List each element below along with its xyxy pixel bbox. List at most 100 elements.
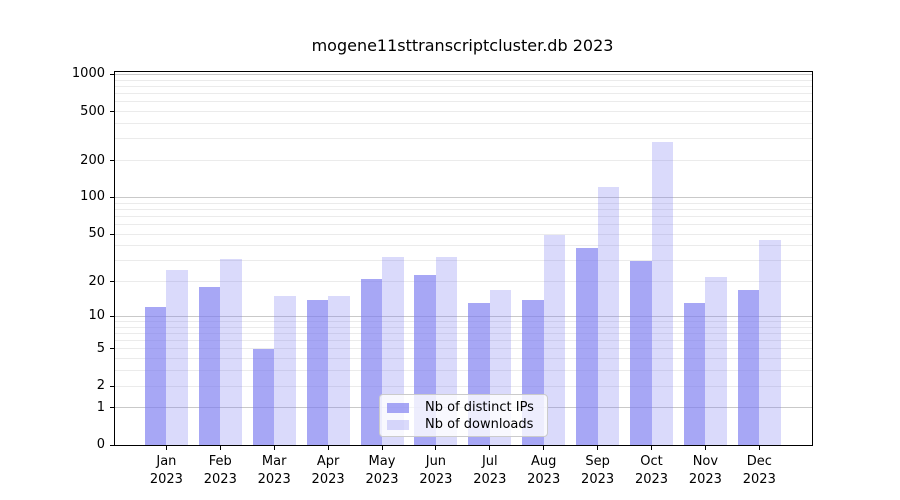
bar-downloads-nov [705, 276, 727, 445]
gridline-minor [115, 233, 812, 235]
y-tick-mark [110, 444, 115, 446]
x-tick-mark [219, 445, 221, 450]
gridline-major [115, 315, 812, 317]
x-tick-mark [704, 445, 706, 450]
legend-swatch-downloads [387, 419, 409, 430]
x-tick-label: Mar 2023 [257, 454, 291, 487]
y-tick-mark [110, 73, 115, 75]
x-tick-label: May 2023 [365, 454, 399, 487]
plot-area: Dec 2023 Nov 2023 Oct 2023 Sep 2023 Aug 2023… [72, 66, 813, 487]
gridline-minor [115, 326, 812, 328]
gridline-minor [115, 202, 812, 204]
gridline-minor [115, 138, 812, 140]
x-tick-mark [489, 445, 491, 450]
gridline-minor [115, 260, 812, 262]
x-tick-mark [758, 445, 760, 450]
bar-downloads-apr [328, 296, 350, 445]
y-tick-label: 10 [88, 308, 105, 324]
y-tick-label: 1 [96, 399, 105, 415]
x-tick-label: Jun 2023 [419, 454, 453, 487]
gridline-minor [115, 111, 812, 113]
gridline-minor [115, 215, 812, 217]
x-tick-mark [543, 445, 545, 450]
y-tick-mark [110, 385, 115, 387]
y-tick-mark [110, 111, 115, 113]
legend: Nb of distinct IPs Nb of downloads [379, 394, 548, 437]
gridline-major [115, 73, 812, 75]
bar-distinct-ips-apr [306, 299, 329, 445]
gridline-minor [115, 370, 812, 372]
bar-downloads-dec [759, 239, 781, 445]
gridline-minor [115, 160, 812, 162]
gridline-minor [115, 79, 812, 81]
gridline-minor [115, 348, 812, 350]
chart-title: mogene11sttranscriptcluster.db 2023 [311, 36, 614, 55]
x-tick-label: Apr 2023 [311, 454, 345, 487]
y-tick-mark [110, 196, 115, 198]
legend-swatch-distinct-ips [387, 402, 409, 413]
bar-distinct-ips-jan [144, 307, 167, 445]
gridline-minor [115, 320, 812, 322]
legend-label-downloads: Nb of downloads [425, 417, 534, 432]
bar-distinct-ips-feb [198, 287, 221, 445]
legend-item-distinct-ips: Nb of distinct IPs [387, 399, 539, 416]
gridline-minor [115, 122, 812, 124]
bar-downloads-sep [597, 186, 620, 445]
y-tick-label: 500 [80, 103, 105, 119]
y-tick-mark [110, 348, 115, 350]
gridline-minor [115, 85, 812, 87]
gridline-minor [115, 223, 812, 225]
x-tick-label: Sep 2023 [581, 454, 615, 487]
gridline-minor [115, 332, 812, 334]
bar-downloads-oct [651, 141, 673, 445]
x-tick-mark [435, 445, 437, 450]
legend-item-downloads: Nb of downloads [387, 416, 539, 433]
bar-downloads-jan [166, 270, 188, 445]
bar-downloads-mar [274, 296, 296, 445]
x-tick-label: Feb 2023 [203, 454, 237, 487]
x-tick-label: Nov 2023 [688, 454, 722, 487]
bar-distinct-ips-oct [630, 260, 652, 445]
y-tick-label: 5 [96, 340, 105, 356]
gridline-minor [115, 385, 812, 387]
x-tick-label: Aug 2023 [527, 454, 561, 487]
x-tick-mark [165, 445, 167, 450]
bar-distinct-ips-nov [683, 303, 706, 445]
bar-downloads-feb [220, 259, 242, 445]
x-tick-label: Dec 2023 [742, 454, 776, 487]
x-tick-mark [381, 445, 383, 450]
x-tick-label: Jan 2023 [149, 454, 183, 487]
bar-distinct-ips-may [360, 279, 382, 445]
gridline-minor [115, 93, 812, 95]
bar-distinct-ips-mar [252, 348, 275, 445]
y-tick-label: 50 [88, 226, 105, 242]
y-tick-mark [110, 315, 115, 317]
bar-distinct-ips-dec [737, 289, 760, 445]
x-tick-label: Oct 2023 [634, 454, 669, 487]
bar-downloads-aug [543, 235, 566, 445]
y-tick-label: 2 [96, 378, 105, 394]
y-tick-mark [110, 160, 115, 162]
y-tick-label: 200 [80, 152, 105, 168]
gridline-minor [115, 245, 812, 247]
x-tick-label: Jul 2023 [473, 454, 507, 487]
legend-label-distinct-ips: Nb of distinct IPs [425, 400, 534, 415]
y-tick-mark [110, 233, 115, 235]
y-tick-mark [110, 281, 115, 283]
y-tick-label: 100 [80, 189, 105, 205]
x-tick-mark [651, 445, 652, 450]
x-tick-mark [597, 445, 599, 450]
y-tick-label: 20 [88, 273, 105, 289]
gridline-minor [115, 358, 812, 360]
gridline-minor [115, 340, 812, 342]
gridline-minor [115, 101, 812, 103]
x-tick-mark [327, 445, 329, 450]
y-tick-label: 1000 [71, 66, 105, 82]
y-tick-label: 0 [96, 437, 105, 452]
gridline-minor [115, 208, 812, 210]
bar-distinct-ips-sep [576, 248, 598, 445]
y-tick-mark [110, 407, 115, 409]
gridline-minor [115, 281, 812, 283]
x-tick-mark [273, 445, 275, 450]
